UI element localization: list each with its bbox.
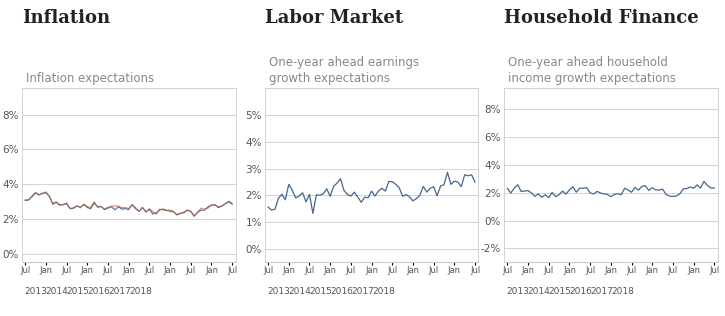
Text: 2017: 2017 bbox=[352, 287, 374, 295]
Text: 2016: 2016 bbox=[331, 287, 353, 295]
Text: One-year ahead earnings
growth expectations: One-year ahead earnings growth expectati… bbox=[269, 56, 419, 85]
Text: 2013: 2013 bbox=[506, 287, 529, 295]
Text: 2015: 2015 bbox=[549, 287, 571, 295]
Text: 2014: 2014 bbox=[46, 287, 68, 295]
Text: Labor Market: Labor Market bbox=[265, 9, 403, 27]
Text: 2018: 2018 bbox=[612, 287, 634, 295]
Text: 2016: 2016 bbox=[570, 287, 592, 295]
Text: 2015: 2015 bbox=[67, 287, 89, 295]
Text: Inflation: Inflation bbox=[22, 9, 110, 27]
Text: 2015: 2015 bbox=[310, 287, 332, 295]
Text: 2016: 2016 bbox=[88, 287, 110, 295]
Text: 2018: 2018 bbox=[130, 287, 152, 295]
Text: 2014: 2014 bbox=[289, 287, 311, 295]
Text: 2013: 2013 bbox=[24, 287, 47, 295]
Text: Inflation expectations: Inflation expectations bbox=[26, 72, 154, 85]
Text: 2013: 2013 bbox=[267, 287, 290, 295]
Text: 2017: 2017 bbox=[109, 287, 131, 295]
Text: 2018: 2018 bbox=[373, 287, 395, 295]
Text: 2014: 2014 bbox=[528, 287, 550, 295]
Text: 2017: 2017 bbox=[591, 287, 613, 295]
Text: One-year ahead household
income growth expectations: One-year ahead household income growth e… bbox=[508, 56, 676, 85]
Text: Household Finance: Household Finance bbox=[504, 9, 699, 27]
